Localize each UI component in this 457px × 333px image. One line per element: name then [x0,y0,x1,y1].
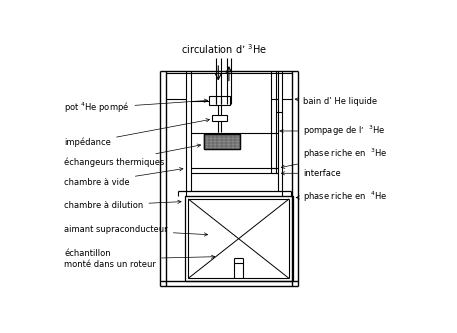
Text: impédance: impédance [64,119,209,147]
Text: bain d’ He liquide: bain d’ He liquide [295,97,377,106]
Text: phase riche en  $^4$He: phase riche en $^4$He [296,189,388,203]
Text: pot $^4$He pompé: pot $^4$He pompé [64,99,207,115]
Text: pompage de l’  $^3$He: pompage de l’ $^3$He [280,124,386,138]
Text: chambre à dilution: chambre à dilution [64,200,181,210]
Bar [209,96,230,105]
Text: chambre à vide: chambre à vide [64,167,183,187]
Text: échangeurs thermiques: échangeurs thermiques [64,144,201,166]
Text: phase riche en  $^3$He: phase riche en $^3$He [281,147,388,168]
Bar [185,196,292,281]
Bar [204,134,239,149]
Text: interface: interface [282,169,341,178]
Text: circulation d’ $^3$He: circulation d’ $^3$He [181,42,266,56]
Text: échantillon
monté dans un roteur: échantillon monté dans un roteur [64,249,215,269]
Bar [212,115,227,121]
Bar [204,134,239,149]
Text: aimant supraconducteur: aimant supraconducteur [64,225,207,236]
